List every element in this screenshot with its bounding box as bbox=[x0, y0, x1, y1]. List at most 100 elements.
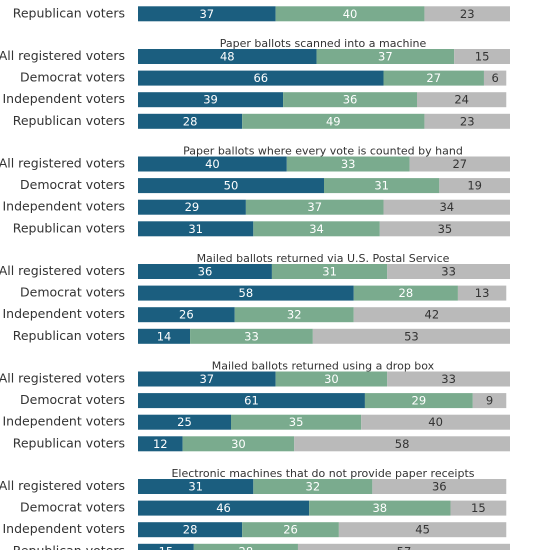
value-label: 27 bbox=[452, 157, 467, 171]
row-label: Independent voters bbox=[3, 199, 126, 214]
bar-segment bbox=[409, 156, 510, 172]
bar-segment bbox=[439, 178, 510, 194]
value-label: 57 bbox=[397, 544, 412, 550]
bar-segment bbox=[253, 221, 380, 237]
value-label: 9 bbox=[486, 394, 493, 408]
bar-segment bbox=[138, 436, 183, 452]
bar-segment bbox=[312, 328, 510, 344]
row-label: All registered voters bbox=[0, 156, 125, 171]
value-label: 58 bbox=[239, 286, 254, 300]
bar-segment bbox=[138, 49, 317, 64]
row-label: Democrat voters bbox=[20, 285, 125, 300]
row-label: Republican voters bbox=[13, 328, 125, 343]
value-label: 35 bbox=[438, 222, 453, 236]
bar-segment bbox=[387, 371, 510, 387]
value-label: 23 bbox=[460, 7, 475, 21]
bar-segment bbox=[383, 70, 484, 86]
bar-segment bbox=[138, 371, 276, 387]
value-label: 34 bbox=[439, 200, 454, 214]
bar-segment bbox=[193, 543, 298, 550]
group-title: Paper ballots scanned into a machine bbox=[220, 37, 427, 50]
bar-segment bbox=[138, 92, 284, 108]
bar-segment bbox=[379, 221, 510, 237]
value-label: 53 bbox=[404, 329, 419, 343]
bar-segment bbox=[309, 500, 451, 516]
bar-segment bbox=[245, 199, 384, 215]
value-label: 38 bbox=[372, 501, 387, 515]
group-title: Paper ballots where every vote is counte… bbox=[183, 145, 463, 158]
bar-segment bbox=[190, 328, 313, 344]
bar-segment bbox=[138, 479, 254, 494]
value-label: 12 bbox=[153, 437, 168, 451]
value-label: 36 bbox=[343, 93, 358, 107]
value-label: 31 bbox=[322, 265, 337, 279]
bar-segment bbox=[316, 49, 455, 64]
value-label: 29 bbox=[185, 200, 200, 214]
row-label: Democrat voters bbox=[20, 177, 125, 192]
bar-segment bbox=[424, 113, 510, 129]
bar-segment bbox=[286, 156, 410, 172]
value-label: 26 bbox=[179, 308, 194, 322]
bar-segment bbox=[275, 6, 425, 22]
bar-segment bbox=[387, 264, 510, 279]
group-title: Electronic machines that do not provide … bbox=[171, 467, 474, 480]
row-label: Independent voters bbox=[3, 91, 126, 106]
value-label: 49 bbox=[326, 114, 341, 128]
row-label: All registered voters bbox=[0, 263, 125, 278]
value-label: 29 bbox=[412, 394, 427, 408]
value-label: 31 bbox=[188, 222, 203, 236]
bar-segment bbox=[417, 92, 507, 108]
row-label: Republican voters bbox=[13, 435, 125, 450]
row-label: Independent voters bbox=[3, 414, 126, 429]
bar-segment bbox=[271, 264, 388, 279]
bar-segment bbox=[138, 113, 243, 129]
value-label: 40 bbox=[343, 7, 358, 21]
value-label: 37 bbox=[307, 200, 322, 214]
value-label: 31 bbox=[188, 480, 203, 494]
bar-segment bbox=[231, 414, 362, 430]
bar-segment bbox=[353, 285, 458, 301]
value-label: 28 bbox=[239, 544, 254, 550]
bar-segment bbox=[234, 307, 354, 323]
group-title: Mailed ballots returned via U.S. Postal … bbox=[197, 252, 450, 265]
value-label: 28 bbox=[399, 286, 414, 300]
bar-segment bbox=[182, 436, 295, 452]
bar-segment bbox=[138, 6, 276, 22]
value-label: 33 bbox=[244, 329, 259, 343]
value-label: 61 bbox=[244, 394, 259, 408]
row-label: Democrat voters bbox=[20, 70, 125, 85]
value-label: 36 bbox=[198, 265, 213, 279]
bar-segment bbox=[372, 479, 507, 494]
value-label: 33 bbox=[441, 265, 456, 279]
bar-segment bbox=[253, 479, 373, 494]
row-label: Republican voters bbox=[13, 113, 125, 128]
row-label: Republican voters bbox=[13, 5, 125, 20]
bar-segment bbox=[454, 49, 510, 64]
value-label: 40 bbox=[428, 415, 443, 429]
bar-segment bbox=[138, 264, 272, 279]
value-label: 28 bbox=[183, 114, 198, 128]
value-label: 14 bbox=[157, 329, 172, 343]
value-label: 48 bbox=[220, 50, 235, 64]
value-label: 45 bbox=[415, 523, 430, 537]
bar-segment bbox=[275, 371, 388, 387]
row-label: All registered voters bbox=[0, 371, 125, 386]
value-label: 19 bbox=[467, 179, 482, 193]
value-label: 25 bbox=[177, 415, 192, 429]
value-label: 28 bbox=[183, 523, 198, 537]
value-label: 23 bbox=[460, 114, 475, 128]
row-label: Democrat voters bbox=[20, 500, 125, 515]
value-label: 15 bbox=[471, 501, 486, 515]
value-label: 15 bbox=[475, 50, 490, 64]
row-label: Democrat voters bbox=[20, 392, 125, 407]
bar-segment bbox=[138, 393, 365, 409]
bar-segment bbox=[483, 70, 507, 86]
bar-segment bbox=[283, 92, 417, 108]
row-label: All registered voters bbox=[0, 478, 125, 493]
value-label: 27 bbox=[426, 71, 441, 85]
row-label: Independent voters bbox=[3, 521, 126, 536]
bar-segment bbox=[138, 500, 310, 516]
bar-segment bbox=[138, 70, 384, 86]
value-label: 26 bbox=[283, 523, 298, 537]
